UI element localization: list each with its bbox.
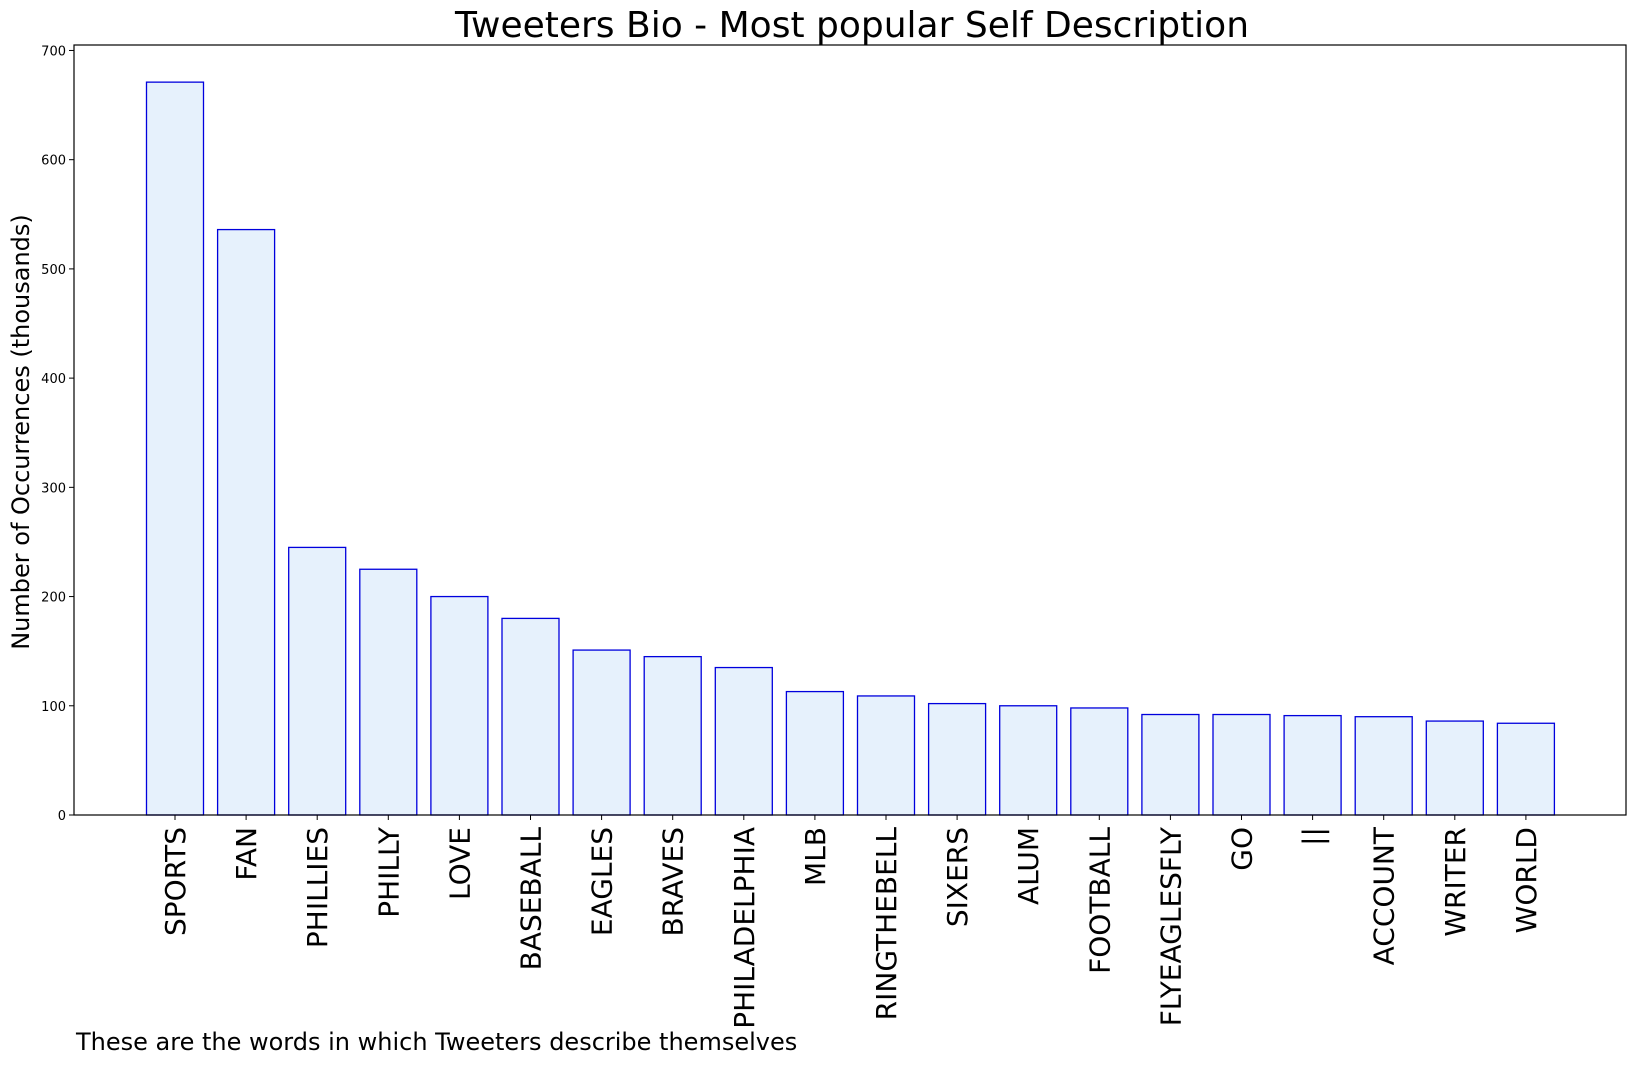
bars-group <box>145 81 1556 816</box>
bar-19 <box>1496 722 1556 816</box>
bar-12 <box>999 705 1058 816</box>
bar-8 <box>714 666 773 816</box>
bar-2 <box>288 546 347 816</box>
y-tick-label-0: 0 <box>58 809 66 824</box>
x-tick-label-13: FOOTBALL <box>1083 827 1116 974</box>
x-tick-label-12: ALUM <box>1012 827 1045 905</box>
bar-16 <box>1283 714 1342 816</box>
y-tick-label-4: 400 <box>41 372 66 387</box>
bar-18 <box>1425 720 1484 816</box>
y-tick-label-5: 500 <box>41 263 66 278</box>
x-tick-label-19: WORLD <box>1510 827 1543 933</box>
bar-0 <box>145 81 205 816</box>
x-tick-label-10: RINGTHEBELL <box>870 827 903 1021</box>
x-tick-label-4: LOVE <box>443 827 476 900</box>
bar-4 <box>430 595 489 816</box>
bar-14 <box>1141 713 1200 816</box>
x-tick-label-0: SPORTS <box>159 827 192 936</box>
x-tick-label-11: SIXERS <box>941 827 974 927</box>
x-tick-label-14: FLYEAGLESFLY <box>1154 826 1187 1026</box>
x-tick-label-2: PHILLIES <box>301 827 334 948</box>
bar-10 <box>856 695 916 816</box>
chart-caption: These are the words in which Tweeters de… <box>75 1028 797 1056</box>
y-tick-label-1: 100 <box>41 700 66 715</box>
y-axis-label: Number of Occurrences (thousands) <box>7 214 35 650</box>
x-tick-label-8: PHILADELPHIA <box>728 827 761 1029</box>
plot-frame <box>73 44 1627 816</box>
bar-13 <box>1070 707 1129 816</box>
x-tick-label-1: FAN <box>230 827 263 881</box>
y-tick-label-7: 700 <box>41 44 66 59</box>
x-tick-label-3: PHILLY <box>372 826 405 918</box>
x-tick-label-9: MLB <box>799 827 832 886</box>
x-tick-label-16: || <box>1297 827 1330 846</box>
bar-1 <box>216 228 276 816</box>
bar-6 <box>572 649 631 816</box>
x-tick-label-18: WRITER <box>1439 827 1472 937</box>
bar-3 <box>359 568 418 816</box>
bar-17 <box>1354 716 1413 816</box>
y-tick-label-2: 200 <box>41 591 66 606</box>
x-axis-ticks: SPORTS FAN PHILLIES PHILLY LOVE BASEBALL EAGLE… <box>159 815 1543 1029</box>
bar-15 <box>1212 713 1271 816</box>
bar-5 <box>501 617 560 816</box>
x-tick-label-15: GO <box>1226 827 1259 871</box>
x-tick-label-5: BASEBALL <box>515 827 548 971</box>
y-axis-ticks: 0 100 200 300 400 500 600 700 <box>41 44 74 824</box>
x-tick-label-6: EAGLES <box>586 827 619 936</box>
bar-7 <box>643 655 702 816</box>
bar-9 <box>785 690 845 816</box>
y-tick-label-6: 600 <box>41 154 66 169</box>
chart-title: Tweeters Bio - Most popular Self Descrip… <box>454 5 1249 46</box>
bar-11 <box>927 702 987 816</box>
x-tick-label-17: ACCOUNT <box>1368 826 1401 965</box>
y-tick-label-3: 300 <box>41 481 66 496</box>
x-tick-label-7: BRAVES <box>657 827 690 937</box>
